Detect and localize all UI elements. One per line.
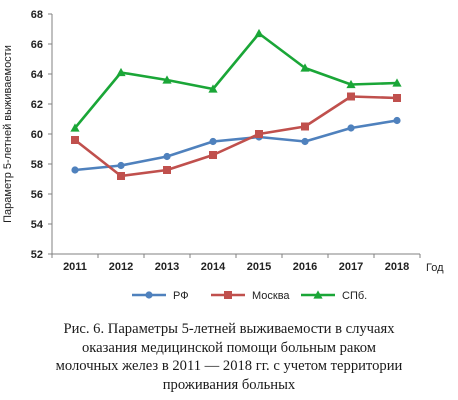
x-tick-label: 2013 bbox=[155, 261, 179, 273]
legend-item-spb: СПб. bbox=[301, 290, 367, 302]
caption-line: молочных желез в 2011 — 2018 гг. с учето… bbox=[55, 358, 403, 374]
data-point bbox=[117, 172, 125, 180]
data-point bbox=[117, 161, 125, 170]
y-tick-label: 66 bbox=[31, 39, 43, 51]
figure-caption: Рис. 6. Параметры 5-летней выживаемости … bbox=[0, 320, 458, 394]
y-tick-label: 58 bbox=[31, 159, 43, 171]
data-point bbox=[209, 151, 217, 159]
y-tick-label: 64 bbox=[31, 69, 44, 81]
x-tick-label: 2012 bbox=[109, 261, 133, 273]
data-point bbox=[208, 84, 218, 93]
data-point bbox=[254, 28, 264, 38]
data-point bbox=[255, 130, 263, 138]
caption-line: проживания больных bbox=[162, 376, 296, 393]
x-tick-label: 2015 bbox=[247, 261, 271, 273]
data-point bbox=[393, 94, 401, 102]
y-tick-label: 52 bbox=[31, 249, 43, 261]
legend-marker bbox=[313, 290, 323, 299]
data-point bbox=[163, 166, 171, 174]
data-point bbox=[393, 116, 401, 125]
legend-marker bbox=[145, 291, 153, 299]
data-point bbox=[163, 152, 171, 161]
legend-item-moscow: Москва bbox=[211, 290, 290, 302]
x-axis-label: Год bbox=[426, 262, 444, 274]
x-tick-label: 2014 bbox=[201, 261, 226, 273]
caption-line: Рис. 6. Параметры 5-летней выживаемости … bbox=[63, 321, 395, 337]
y-tick-label: 62 bbox=[31, 99, 43, 111]
x-tick-label: 2017 bbox=[339, 261, 363, 273]
data-point bbox=[300, 63, 310, 72]
y-tick-label: 68 bbox=[31, 9, 43, 21]
data-point bbox=[71, 166, 79, 174]
y-tick-label: 56 bbox=[31, 189, 43, 201]
chart-legend: РФ Москва СПб. bbox=[132, 290, 367, 302]
data-point bbox=[209, 137, 217, 146]
data-point bbox=[346, 79, 356, 89]
data-point bbox=[70, 123, 80, 132]
legend-marker bbox=[224, 291, 232, 299]
series-line bbox=[73, 32, 398, 129]
data-point bbox=[301, 137, 309, 146]
series-line bbox=[74, 95, 398, 178]
data-point bbox=[71, 136, 79, 144]
data-point bbox=[116, 67, 126, 77]
chart-axes: 52 54 56 58 60 62 64 66 68 2011 2012 2013 2014 2015 20… bbox=[2, 9, 444, 274]
x-tick-label: 2011 bbox=[63, 261, 87, 273]
data-point bbox=[301, 122, 309, 131]
y-axis-label: Параметр 5-летней выживаемости bbox=[2, 45, 14, 223]
x-tick-label: 2016 bbox=[293, 261, 317, 273]
series-spb bbox=[70, 28, 402, 132]
series-line bbox=[74, 119, 398, 172]
data-point bbox=[392, 78, 402, 87]
data-point bbox=[347, 92, 355, 101]
y-tick-label: 60 bbox=[31, 129, 43, 141]
x-tick-label: 2018 bbox=[385, 261, 409, 273]
legend-label: Москва bbox=[252, 290, 290, 302]
legend-item-rf: РФ bbox=[132, 290, 189, 302]
chart-series bbox=[70, 28, 402, 180]
y-tick-label: 54 bbox=[31, 219, 44, 231]
legend-label: СПб. bbox=[342, 290, 367, 302]
data-point bbox=[162, 75, 172, 84]
series-moscow bbox=[71, 92, 401, 180]
legend-label: РФ bbox=[173, 290, 189, 302]
caption-line: оказания медицинской помощи больным рако… bbox=[81, 339, 377, 356]
data-point bbox=[347, 124, 355, 132]
